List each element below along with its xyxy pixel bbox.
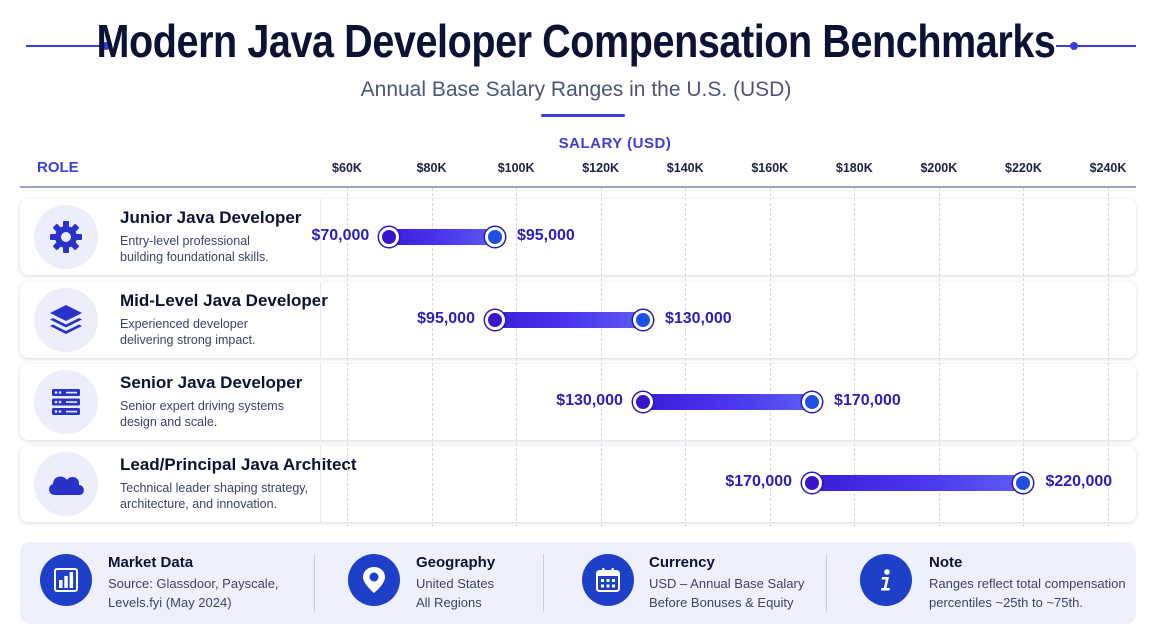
- cloud-icon: [34, 452, 98, 516]
- range-high-marker: [802, 392, 823, 412]
- grid-line: [769, 188, 771, 526]
- grid-line: [347, 188, 348, 526]
- row-senior: Senior Java Developer Senior expert driv…: [20, 364, 1136, 440]
- footer-line: Source: Glassdoor, Payscale,: [108, 576, 279, 591]
- range-high-label: $130,000: [664, 310, 732, 327]
- calendar-icon: [582, 554, 634, 606]
- range-low-marker: [484, 310, 505, 330]
- range-bar: [642, 394, 813, 410]
- footer-line: percentiles ~25th to ~75th.: [929, 595, 1083, 610]
- role-name: Junior Java Developer: [120, 208, 302, 227]
- role-description-line: delivering strong impact.: [120, 333, 256, 347]
- x-axis-rule: [20, 186, 1136, 188]
- x-tick-label: $140K: [666, 161, 704, 175]
- footer-line: Before Bonuses & Equity: [649, 595, 794, 610]
- row-divider: [320, 446, 321, 522]
- range-low-marker: [802, 473, 823, 493]
- role-name: Mid-Level Java Developer: [120, 291, 328, 310]
- location-pin-icon: [348, 554, 400, 606]
- page-title: Modern Java Developer Compensation Bench…: [96, 15, 1056, 67]
- footer-line: Levels.fyi (May 2024): [108, 595, 232, 610]
- subtitle-underline: [541, 114, 625, 117]
- x-tick-label: $80K: [416, 161, 447, 175]
- range-low-marker: [632, 392, 653, 412]
- role-description-line: Senior expert driving systems: [120, 399, 284, 413]
- footer-title: Currency: [649, 554, 715, 571]
- row-divider: [320, 282, 321, 358]
- grid-line: [854, 188, 856, 526]
- row-junior: Junior Java Developer Entry-level profes…: [20, 199, 1136, 275]
- x-tick-label: $220K: [1005, 161, 1042, 175]
- grid-line: [1023, 188, 1025, 526]
- footer-line: USD – Annual Base Salary: [649, 576, 805, 591]
- info-icon: [860, 554, 912, 606]
- footer-line: United States: [416, 576, 495, 591]
- role-description-line: Experienced developer: [120, 317, 248, 331]
- x-tick-label: $200K: [920, 161, 958, 175]
- role-description: Entry-level professional building founda…: [120, 233, 320, 265]
- range-low-label: $95,000: [417, 310, 475, 327]
- range-bar: [494, 312, 643, 328]
- role-column-header: ROLE: [37, 159, 79, 176]
- footer-separator: [314, 554, 315, 612]
- x-tick-label: $240K: [1089, 161, 1127, 175]
- layers-icon: [34, 288, 98, 352]
- row-lead-principal: Lead/Principal Java Architect Technical …: [20, 446, 1136, 522]
- title-decoration-dot-left: [102, 42, 110, 50]
- range-high-label: $95,000: [516, 227, 575, 244]
- x-tick-label: $100K: [497, 161, 535, 175]
- role-description-line: Entry-level professional: [120, 234, 250, 248]
- role-name: Senior Java Developer: [120, 373, 303, 392]
- range-low-label: $130,000: [556, 392, 623, 409]
- footer-info-bar: Market Data Source: Glassdoor, Payscale,…: [20, 542, 1136, 624]
- row-divider: [320, 199, 321, 275]
- role-description: Technical leader shaping strategy, archi…: [120, 480, 320, 512]
- range-high-label: $170,000: [834, 392, 901, 409]
- role-name: Lead/Principal Java Architect: [120, 455, 357, 474]
- footer-line: All Regions: [416, 595, 482, 610]
- footer-title: Geography: [416, 554, 496, 571]
- range-high-marker: [632, 310, 653, 330]
- range-high-marker: [1013, 473, 1034, 493]
- role-description-line: Technical leader shaping strategy,: [120, 481, 309, 495]
- range-bar: [389, 229, 495, 245]
- x-tick-label: $120K: [582, 161, 620, 175]
- role-description: Senior expert driving systems design and…: [120, 398, 320, 430]
- range-low-label: $170,000: [725, 473, 793, 490]
- grid-line: [938, 188, 940, 526]
- role-description: Experienced developer delivering strong …: [120, 316, 320, 348]
- grid-line: [600, 188, 602, 526]
- bar-chart-icon: [40, 554, 92, 606]
- range-high-label: $220,000: [1045, 473, 1113, 490]
- server-icon: [34, 370, 98, 434]
- range-high-marker: [484, 227, 505, 247]
- grid-line: [1108, 188, 1109, 526]
- footer-separator: [826, 554, 827, 612]
- role-description-line: architecture, and innovation.: [120, 497, 278, 511]
- page-subtitle: Annual Base Salary Ranges in the U.S. (U…: [360, 78, 792, 101]
- x-tick-label: $180K: [835, 161, 873, 175]
- grid-line: [516, 188, 518, 526]
- role-description-line: design and scale.: [120, 415, 218, 429]
- x-tick-label: $160K: [751, 161, 789, 175]
- footer-title: Market Data: [108, 554, 194, 571]
- title-decoration-right: [1056, 45, 1136, 47]
- gear-icon: [34, 205, 98, 269]
- x-tick-label: $60K: [332, 161, 362, 175]
- row-divider: [320, 364, 321, 440]
- range-low-label: $70,000: [311, 227, 370, 244]
- x-axis-title: SALARY (USD): [558, 135, 672, 152]
- footer-title: Note: [929, 554, 963, 571]
- header: Modern Java Developer Compensation Bench…: [0, 0, 1152, 130]
- range-bar: [812, 475, 1024, 491]
- range-low-marker: [379, 227, 400, 247]
- footer-separator: [543, 554, 544, 612]
- role-description-line: building foundational skills.: [120, 250, 269, 264]
- title-decoration-left: [26, 45, 106, 47]
- grid-line: [685, 188, 687, 526]
- grid-line: [431, 188, 433, 526]
- footer-line: Ranges reflect total compensation: [929, 576, 1126, 591]
